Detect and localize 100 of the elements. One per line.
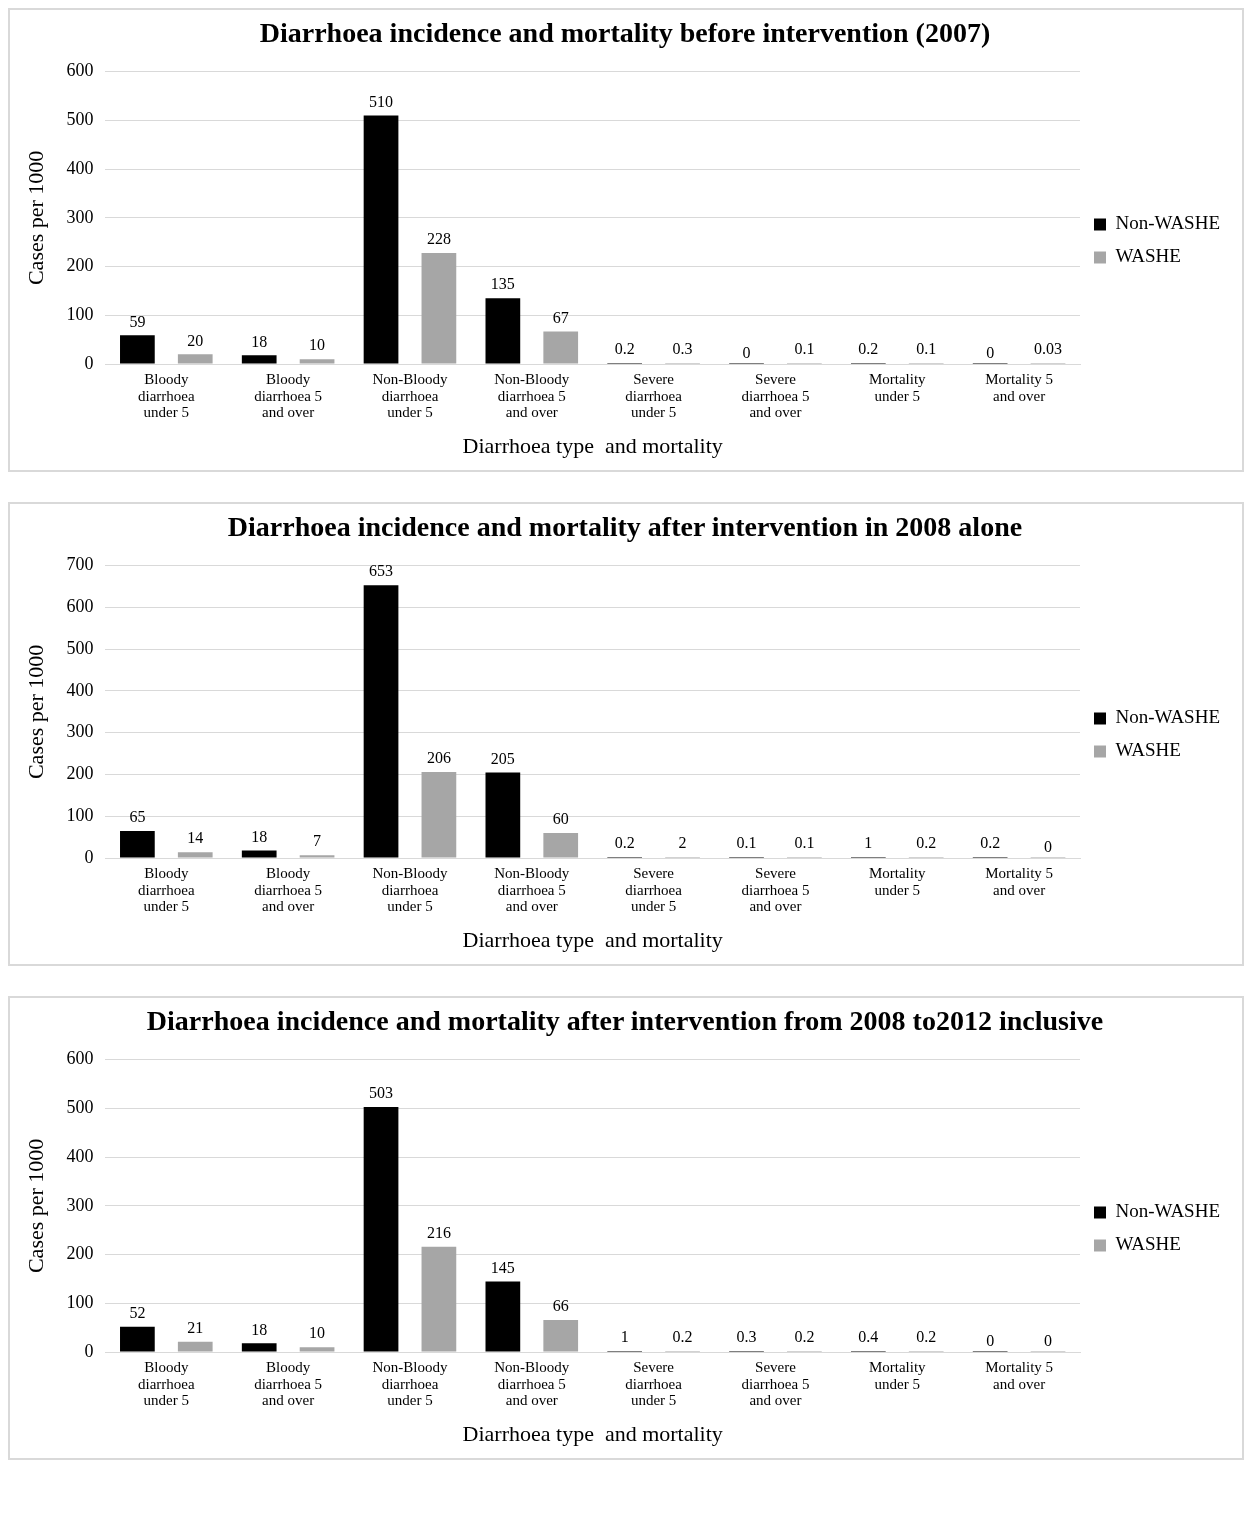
y-tick-label: 400 [66, 679, 94, 700]
data-label: 10 [309, 336, 326, 354]
bar [421, 1246, 457, 1352]
data-label: 216 [426, 1224, 451, 1241]
data-label: 0.2 [672, 1328, 693, 1346]
data-label: 0 [742, 344, 751, 362]
x-tick-label: Non-Bloody diarrhoea under 5 [372, 1359, 448, 1409]
y-tick-label: 400 [66, 157, 94, 178]
x-tick-label: Bloody diarrhoea 5 and over [254, 865, 323, 915]
x-tick-label: Mortality 5 and over [985, 865, 1054, 898]
data-label: 0.1 [736, 834, 757, 852]
legend-label: Non-WASHE [1115, 1200, 1221, 1222]
data-label: 65 [129, 808, 146, 826]
x-tick-label: Non-Bloody diarrhoea under 5 [372, 865, 448, 915]
data-label: 0.1 [794, 834, 815, 852]
data-label: 0.2 [794, 1328, 815, 1346]
data-label: 0.03 [1034, 340, 1063, 358]
y-tick-label: 300 [66, 1194, 94, 1215]
legend-label: WASHE [1115, 245, 1181, 267]
y-tick-label: 500 [66, 637, 94, 658]
legend-label: WASHE [1115, 1233, 1181, 1255]
data-label: 20 [187, 331, 204, 349]
x-tick-label: Bloody diarrhoea under 5 [137, 371, 195, 421]
bar [120, 1326, 155, 1352]
data-label: 18 [251, 1320, 268, 1338]
data-label: 510 [369, 92, 394, 110]
x-tick-label: Severe diarrhoea under 5 [625, 1359, 683, 1409]
y-tick-label: 400 [66, 1145, 94, 1166]
data-label: 14 [187, 829, 204, 847]
data-label: 1 [864, 834, 873, 852]
x-axis-title: Diarrhoea type and mortality [462, 432, 723, 458]
x-tick-label: Mortality under 5 [868, 1359, 927, 1392]
data-label: 0.1 [794, 340, 815, 358]
data-label: 0 [986, 344, 995, 362]
x-tick-label: Bloody diarrhoea under 5 [137, 865, 195, 915]
x-tick-label: Severe diarrhoea 5 and over [741, 865, 810, 915]
data-label: 653 [369, 562, 394, 580]
x-tick-label: Non-Bloody diarrhoea 5 and over [494, 371, 570, 421]
y-axis-title: Cases per 1000 [22, 644, 48, 780]
x-tick-label: Bloody diarrhoea 5 and over [254, 1359, 323, 1409]
x-tick-label: Mortality 5 and over [985, 371, 1054, 404]
data-label: 0 [1044, 838, 1053, 856]
data-label: 0 [986, 1332, 995, 1350]
bar [363, 115, 399, 364]
x-tick-label: Severe diarrhoea 5 and over [741, 1359, 810, 1409]
data-label: 18 [251, 332, 268, 350]
bar [363, 585, 399, 858]
data-label: 145 [490, 1258, 515, 1276]
y-tick-label: 200 [66, 255, 94, 276]
bar [363, 1106, 399, 1352]
legend-label: Non-WASHE [1115, 212, 1221, 234]
bar [485, 772, 521, 858]
y-axis-title: Cases per 1000 [22, 150, 48, 286]
x-tick-label: Bloody diarrhoea 5 and over [254, 371, 323, 421]
chart-title: Diarrhoea incidence and mortality after intervention in 2008 alone [227, 511, 1023, 543]
y-tick-label: 600 [66, 1048, 94, 1069]
data-label: 0.3 [736, 1328, 757, 1346]
x-axis-title: Diarrhoea type and mortality [462, 926, 723, 952]
data-label: 0.1 [916, 340, 937, 358]
data-label: 10 [309, 1324, 326, 1342]
x-tick-label: Non-Bloody diarrhoea under 5 [372, 371, 448, 421]
x-tick-label: Severe diarrhoea 5 and over [741, 371, 810, 421]
data-label: 228 [426, 230, 451, 248]
x-tick-label: Bloody diarrhoea under 5 [137, 1359, 195, 1409]
bar [299, 359, 335, 364]
bar [241, 1343, 277, 1352]
data-label: 59 [129, 312, 146, 330]
data-label: 52 [129, 1303, 146, 1321]
data-label: 0.2 [858, 340, 879, 358]
data-label: 21 [187, 1319, 204, 1337]
bar [543, 833, 579, 858]
y-tick-label: 500 [66, 1097, 94, 1118]
y-tick-label: 100 [66, 1292, 94, 1313]
data-label: 18 [251, 827, 268, 845]
y-tick-label: 600 [66, 596, 94, 617]
data-label: 1 [620, 1328, 629, 1346]
bar [241, 355, 277, 364]
bar [299, 1347, 335, 1352]
data-label: 0.4 [858, 1328, 879, 1346]
data-label: 2 [678, 834, 687, 852]
y-tick-label: 300 [66, 206, 94, 227]
data-label: 135 [490, 275, 515, 293]
y-tick-label: 100 [66, 304, 94, 325]
bar [543, 1319, 579, 1352]
x-tick-label: Mortality 5 and over [985, 1359, 1054, 1392]
x-tick-label: Mortality under 5 [868, 371, 927, 404]
x-tick-label: Severe diarrhoea under 5 [625, 371, 683, 421]
data-label: 67 [552, 308, 569, 326]
bar [421, 252, 457, 364]
bar [421, 772, 457, 858]
y-tick-label: 300 [66, 721, 94, 742]
y-tick-label: 100 [66, 805, 94, 826]
data-label: 66 [552, 1297, 569, 1315]
chart-title: Diarrhoea incidence and mortality after intervention from 2008 to2012 inclusive [146, 1005, 1104, 1037]
bar [120, 335, 155, 364]
data-label: 0.2 [980, 834, 1001, 852]
legend-label: Non-WASHE [1115, 706, 1221, 728]
bar [177, 354, 213, 364]
y-tick-label: 200 [66, 1243, 94, 1264]
data-label: 0.2 [614, 340, 635, 358]
